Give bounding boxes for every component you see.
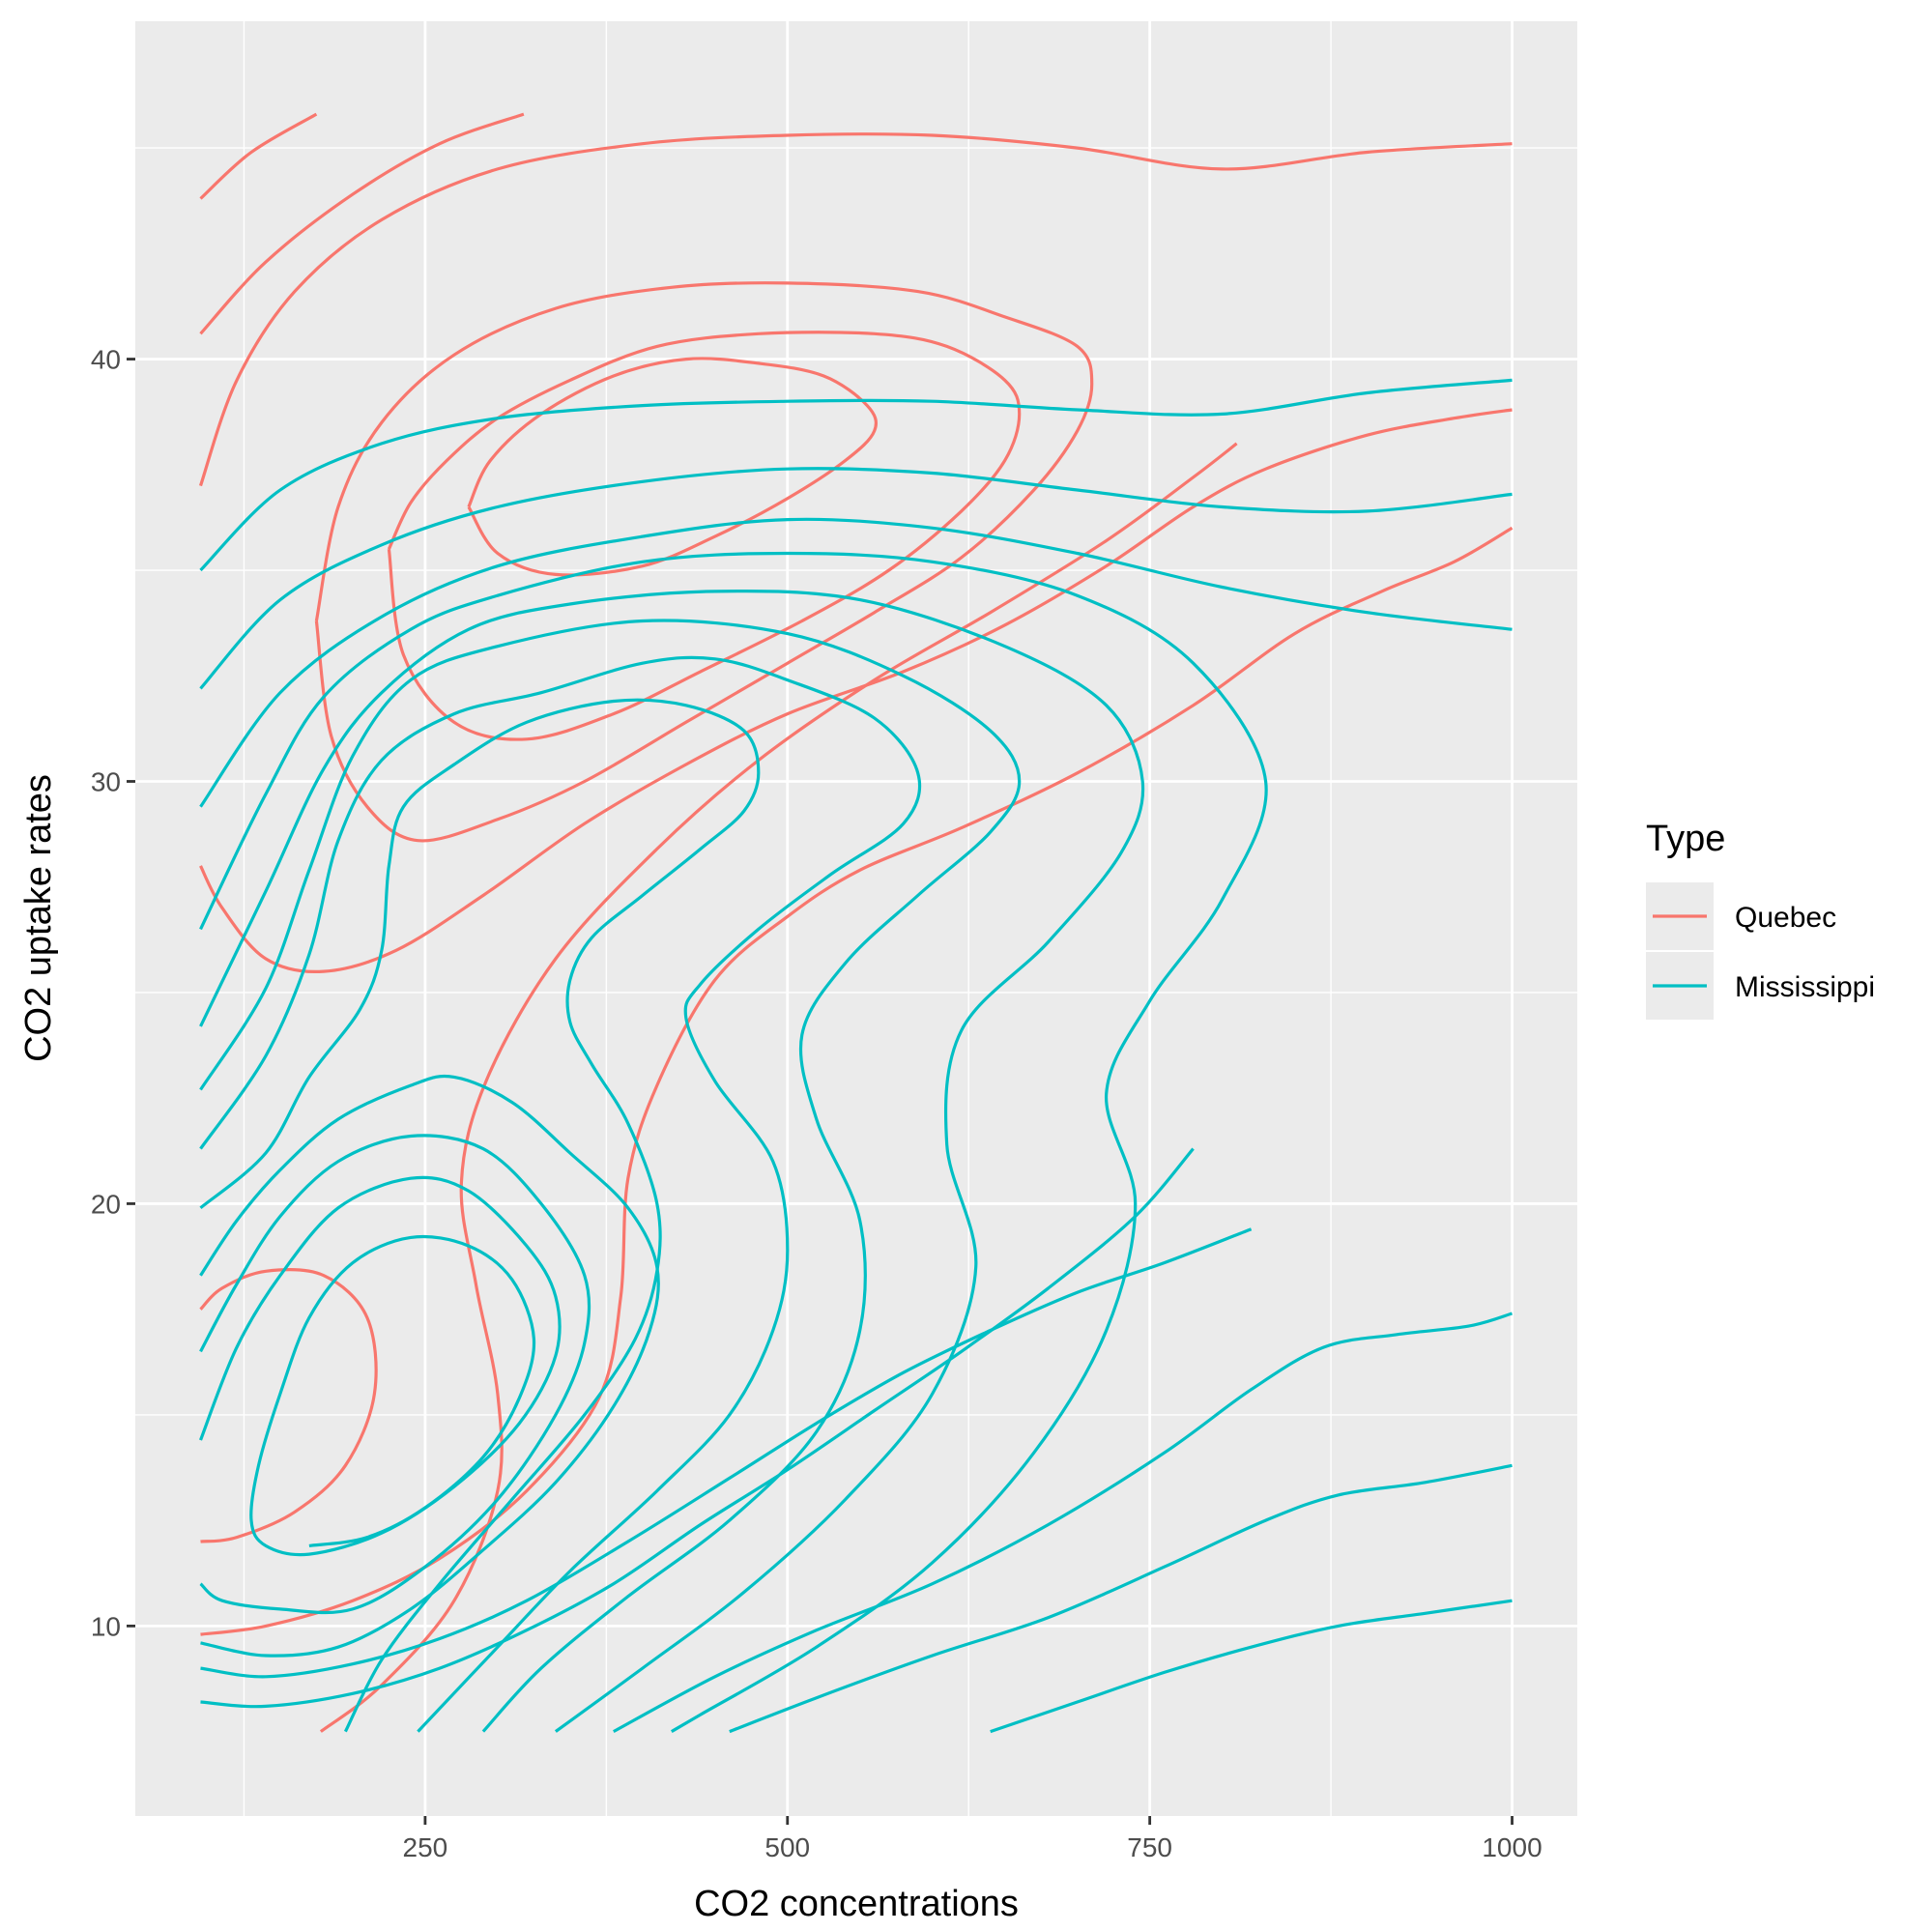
contour-mississippi-16 bbox=[990, 1599, 1513, 1734]
contour-mississippi-15 bbox=[729, 1463, 1513, 1734]
contour-mississippi-9 bbox=[199, 1074, 660, 1658]
contour-mississippi-6 bbox=[199, 619, 1022, 1733]
contour-quebec-5 bbox=[199, 1268, 378, 1543]
y-axis-title: CO2 uptake rates bbox=[18, 774, 59, 1062]
legend-label-quebec: Quebec bbox=[1735, 902, 1836, 934]
contour-quebec-6 bbox=[200, 526, 1514, 1636]
series-mississippi bbox=[199, 378, 1513, 1734]
contour-mississippi-2 bbox=[199, 467, 1513, 690]
contour-mississippi-11 bbox=[199, 1175, 562, 1557]
contour-quebec-2 bbox=[199, 112, 525, 335]
contour-quebec-9 bbox=[387, 331, 1022, 741]
y-axis: 10 20 30 40 bbox=[91, 345, 135, 1641]
contour-quebec-1 bbox=[199, 112, 318, 200]
grid-minor bbox=[135, 21, 1577, 1816]
legend: Type Quebec Mississippi bbox=[1646, 819, 1875, 1020]
y-tick-label: 30 bbox=[91, 766, 121, 796]
contour-quebec-3 bbox=[198, 132, 1513, 487]
x-tick-label: 750 bbox=[1127, 1832, 1172, 1862]
x-tick-label: 1000 bbox=[1482, 1832, 1542, 1862]
contour-mississippi-14 bbox=[613, 1312, 1513, 1734]
contour-mississippi-1 bbox=[199, 378, 1513, 572]
y-tick-label: 10 bbox=[91, 1611, 121, 1641]
contour-quebec-10 bbox=[467, 357, 878, 577]
contour-quebec-4 bbox=[199, 408, 1513, 974]
legend-item-mississippi: Mississippi bbox=[1646, 952, 1875, 1020]
legend-title: Type bbox=[1646, 819, 1725, 859]
legend-item-quebec: Quebec bbox=[1646, 882, 1836, 950]
contour-mississippi-13 bbox=[200, 1147, 1195, 1709]
contour-quebec-8 bbox=[314, 281, 1094, 843]
contour-mississippi-3 bbox=[199, 517, 1513, 808]
legend-label-mississippi: Mississippi bbox=[1735, 971, 1875, 1003]
x-tick-label: 500 bbox=[764, 1832, 810, 1862]
y-tick-label: 20 bbox=[91, 1189, 121, 1219]
contour-mississippi-12 bbox=[200, 1227, 1253, 1679]
series-quebec bbox=[198, 112, 1514, 1733]
x-tick-label: 250 bbox=[403, 1832, 448, 1862]
contour-lines bbox=[198, 112, 1514, 1734]
contour-mississippi-10 bbox=[199, 1134, 591, 1615]
contour-mississippi-5 bbox=[199, 589, 1145, 1733]
plot-panel bbox=[135, 21, 1577, 1816]
contour-mississippi-7 bbox=[199, 655, 922, 1733]
x-axis-title: CO2 concentrations bbox=[694, 1884, 1019, 1924]
contour-mississippi-8 bbox=[199, 698, 761, 1733]
contour-mississippi-4 bbox=[199, 551, 1268, 1733]
y-tick-label: 40 bbox=[91, 345, 121, 375]
x-axis: 250 500 750 1000 bbox=[403, 1816, 1543, 1862]
